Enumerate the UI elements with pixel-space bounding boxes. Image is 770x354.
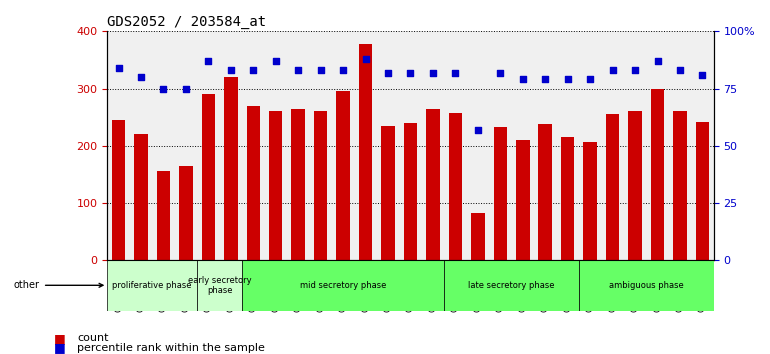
Point — [382, 70, 394, 75]
Point — [561, 76, 574, 82]
Point — [472, 127, 484, 132]
Bar — [427, 109, 440, 260]
Point — [225, 67, 237, 73]
Point — [179, 86, 192, 91]
Text: count: count — [77, 333, 109, 343]
Bar — [179, 166, 192, 260]
Point — [247, 67, 259, 73]
Point — [203, 58, 215, 64]
Bar — [449, 113, 462, 260]
Bar — [471, 213, 484, 260]
Bar — [224, 77, 238, 260]
Point — [157, 86, 169, 91]
Point — [112, 65, 125, 71]
Point — [494, 70, 507, 75]
Bar — [516, 140, 530, 260]
Text: ■: ■ — [54, 332, 65, 344]
Point — [449, 70, 461, 75]
Point — [135, 74, 147, 80]
Text: percentile rank within the sample: percentile rank within the sample — [77, 343, 265, 353]
Bar — [202, 94, 215, 260]
Point — [517, 76, 529, 82]
Bar — [359, 44, 373, 260]
Text: proliferative phase: proliferative phase — [112, 281, 192, 290]
Point — [427, 70, 439, 75]
Text: other: other — [14, 280, 103, 290]
Point — [651, 58, 664, 64]
Bar — [134, 134, 148, 260]
Bar — [673, 112, 687, 260]
Bar — [246, 106, 260, 260]
Bar — [606, 114, 619, 260]
Bar — [292, 109, 305, 260]
Bar — [107, 260, 197, 311]
Bar — [494, 127, 507, 260]
Point — [337, 67, 350, 73]
Bar — [628, 112, 641, 260]
Point — [360, 56, 372, 62]
Point — [270, 58, 282, 64]
Bar — [403, 123, 417, 260]
Bar — [242, 260, 444, 311]
Bar — [314, 112, 327, 260]
Point — [629, 67, 641, 73]
Bar — [336, 91, 350, 260]
Bar — [444, 260, 579, 311]
Bar — [651, 88, 665, 260]
Bar — [197, 260, 242, 311]
Text: ambiguous phase: ambiguous phase — [609, 281, 684, 290]
Point — [607, 67, 619, 73]
Bar — [157, 171, 170, 260]
Point — [584, 76, 596, 82]
Point — [292, 67, 304, 73]
Bar — [269, 112, 283, 260]
Text: late secretory phase: late secretory phase — [468, 281, 555, 290]
Bar — [584, 142, 597, 260]
Text: ■: ■ — [54, 341, 65, 354]
Bar — [561, 137, 574, 260]
Point — [314, 67, 326, 73]
Point — [539, 76, 551, 82]
Text: GDS2052 / 203584_at: GDS2052 / 203584_at — [107, 15, 266, 29]
Point — [404, 70, 417, 75]
Bar — [695, 122, 709, 260]
Text: mid secretory phase: mid secretory phase — [300, 281, 387, 290]
Point — [696, 72, 708, 78]
Text: early secretory
phase: early secretory phase — [188, 276, 251, 295]
Bar — [112, 120, 126, 260]
Bar — [381, 126, 395, 260]
Bar — [538, 124, 552, 260]
Bar — [579, 260, 714, 311]
Point — [674, 67, 686, 73]
